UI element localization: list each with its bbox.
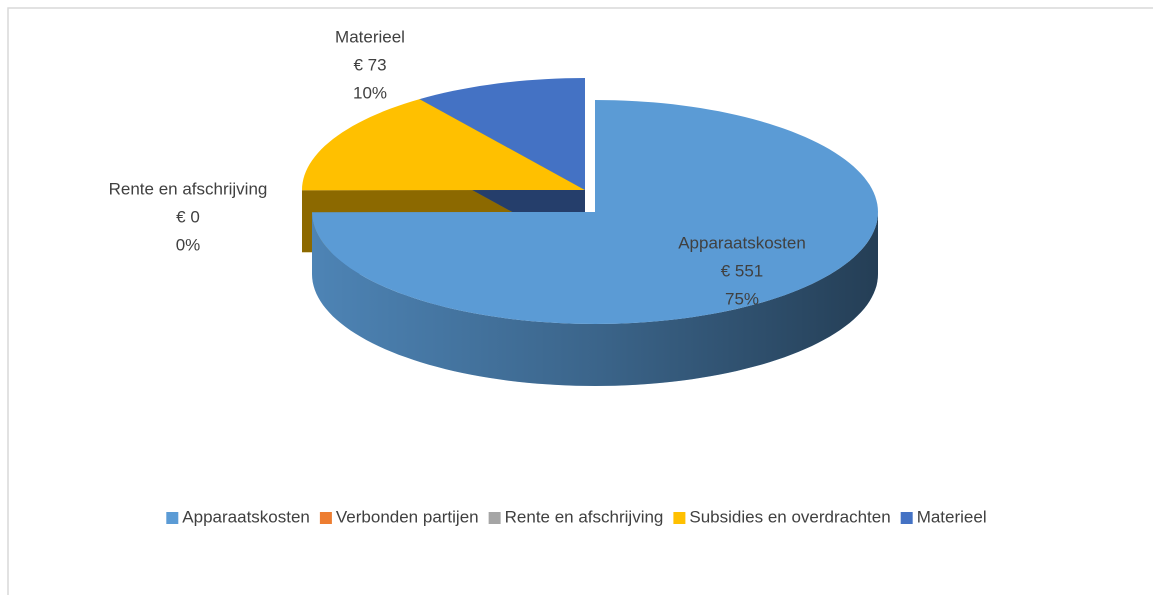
slice [312,100,878,324]
data-label-name: Rente en afschrijving [109,179,268,198]
legend-label: Rente en afschrijving [505,507,664,526]
legend-label: Apparaatskosten [182,507,310,526]
data-label-percent: 10% [353,83,387,102]
legend-label: Subsidies en overdrachten [689,507,890,526]
legend-swatch [166,512,179,524]
legend-swatch [900,512,913,524]
legend-swatch [319,512,332,524]
slice [302,99,585,191]
data-label-percent: 0% [176,235,201,254]
legend-swatch [488,512,501,524]
data-label-value: € 0 [176,207,200,226]
data-label-name: Materieel [335,27,405,46]
legend-swatch [673,512,686,524]
data-label-name: Apparaatskosten [678,233,806,252]
slice [419,78,585,190]
legend: Apparaatskosten Verbonden partijen Rente e… [166,507,987,526]
chart-frame [7,7,1153,595]
data-label-percent: 75% [725,289,759,308]
legend-label: Verbonden partijen [336,507,479,526]
data-label-value: € 73 [353,55,386,74]
data-label-value: € 551 [721,261,764,280]
slice-side-shade [312,212,878,386]
legend-label: Materieel [917,507,987,526]
